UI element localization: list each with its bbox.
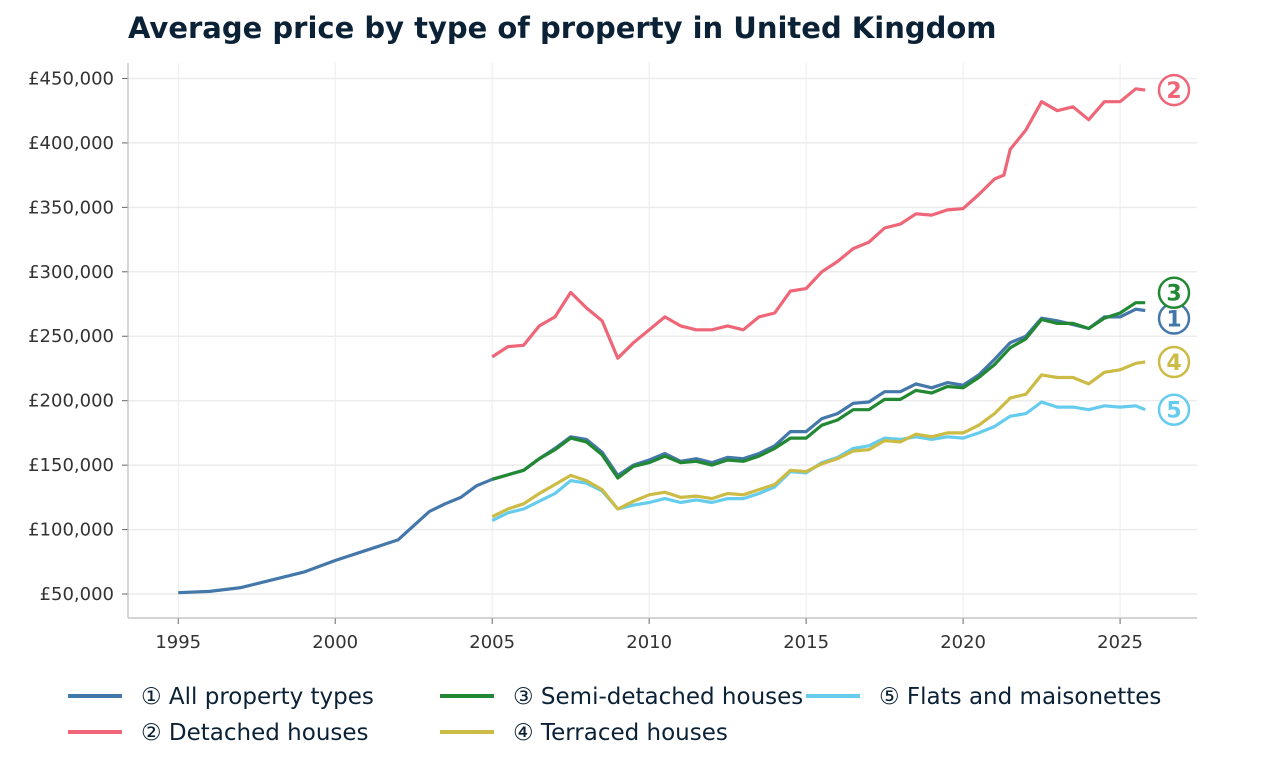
legend: ① All property types ② Detached houses ③ S… [68,684,1161,746]
y-tick-label: £100,000 [28,520,114,541]
legend-label: ④ Terraced houses [513,720,728,746]
end-label: 2 [1166,79,1181,104]
series-lines [178,87,1146,595]
chart-title: Average price by type of property in Uni… [128,11,997,45]
y-tick-label: £350,000 [28,197,114,218]
end-label-circle [1157,393,1191,426]
end-label-circle [1157,276,1191,309]
legend-label: ③ Semi-detached houses [513,684,803,710]
grid [128,63,1197,618]
x-tick-label: 1995 [155,632,201,653]
series-line-3 [491,301,1146,481]
x-tick-label: 2015 [783,632,829,653]
x-tick-label: 2020 [940,632,986,653]
x-tick-label: 2000 [312,632,358,653]
y-tick-label: £50,000 [40,584,114,605]
end-label: 5 [1166,399,1181,424]
end-label: 3 [1166,282,1181,307]
y-tick-label: £300,000 [28,262,114,283]
end-labels: 1 2 3 4 5 [1157,73,1191,426]
legend-label: ① All property types [141,684,374,710]
y-tick-label: £250,000 [28,326,114,347]
y-tick-label: £450,000 [28,68,114,89]
end-label-circle [1157,73,1191,107]
x-tick-label: 2005 [469,632,515,653]
x-tick-label: 2010 [626,632,672,653]
series-line-4 [491,360,1146,519]
y-tick-label: £200,000 [28,391,114,412]
y-tick-label: £400,000 [28,133,114,154]
legend-label: ⑤ Flats and maisonettes [879,684,1161,710]
end-label-circle [1157,345,1191,379]
y-tick-label: £150,000 [28,455,114,476]
series-line-1 [178,307,1146,595]
end-label: 1 [1166,307,1181,332]
series-line-2 [491,87,1146,360]
end-label: 4 [1166,351,1181,376]
x-tick-label: 2025 [1097,632,1143,653]
legend-label: ② Detached houses [141,720,369,746]
axes: 1995 2000 2005 2010 2015 2020 2025 £50,000 £100,… [28,63,1197,653]
